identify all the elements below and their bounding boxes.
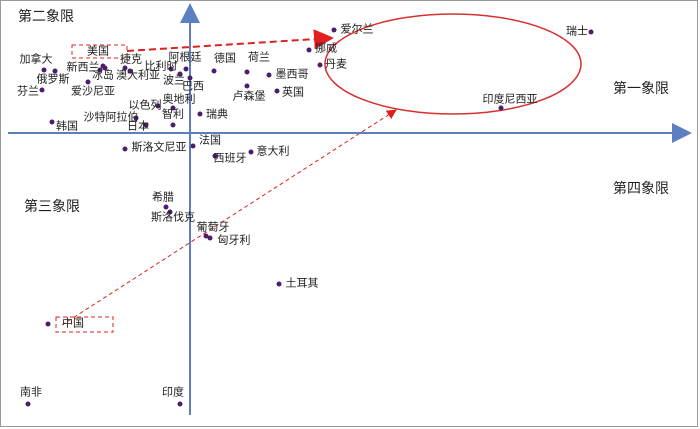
- point: [183, 66, 189, 72]
- point: [211, 68, 217, 74]
- point-label: 沙特阿拉伯: [84, 110, 139, 124]
- point-label: 美国: [87, 45, 109, 58]
- point: [207, 235, 213, 241]
- point-label: 波兰: [163, 74, 185, 87]
- point-label: 比利时: [145, 60, 178, 73]
- point-label: 意大利: [257, 144, 290, 158]
- point: [276, 281, 282, 287]
- point-label: 英国: [282, 85, 304, 99]
- point-label: 斯洛文尼亚: [132, 140, 187, 154]
- point-label: 爱尔兰: [341, 23, 374, 36]
- point: [168, 66, 174, 72]
- point-label: 澳大利亚: [116, 68, 160, 82]
- point-label: 中国: [62, 317, 84, 330]
- point: [85, 79, 91, 85]
- point: [52, 68, 58, 74]
- quadrant-label: 第一象限: [613, 80, 669, 97]
- point: [133, 115, 139, 121]
- point: [306, 47, 312, 53]
- point: [25, 401, 31, 407]
- point-label: 阿根廷: [169, 50, 202, 64]
- point-label: 以色列: [129, 98, 162, 112]
- point-label: 巴西: [182, 81, 204, 93]
- arrow: [126, 29, 334, 52]
- point-label: 希腊: [152, 190, 174, 204]
- point-label: 加拿大: [20, 52, 53, 66]
- point: [244, 83, 250, 89]
- point: [122, 65, 128, 71]
- point: [127, 68, 133, 74]
- point-label: 荷兰: [248, 51, 270, 64]
- highlight-ellipse: [324, 13, 582, 115]
- highlight-box: [55, 316, 114, 333]
- quadrant-label: 第四象限: [613, 180, 669, 197]
- point-label: 爱沙尼亚: [71, 85, 115, 98]
- point: [143, 122, 149, 128]
- point: [331, 27, 337, 33]
- point-label: 德国: [214, 51, 236, 65]
- point: [244, 69, 250, 75]
- point-label: 匈牙利: [218, 233, 251, 247]
- point-label: 丹麦: [325, 58, 347, 71]
- point: [203, 233, 209, 239]
- point: [177, 71, 183, 77]
- point: [190, 143, 196, 149]
- point-label: 法国: [199, 133, 221, 147]
- point-label: 印度尼西亚: [483, 92, 538, 106]
- point: [41, 67, 47, 73]
- point-label: 芬兰: [17, 85, 39, 98]
- point: [317, 62, 323, 68]
- point: [155, 103, 161, 109]
- point-label: 南非: [20, 386, 42, 399]
- quadrant-label: 第二象限: [18, 8, 74, 25]
- point-label: 印度: [162, 385, 184, 399]
- point-label: 斯洛伐克: [151, 210, 195, 224]
- point-label: 土耳其: [286, 277, 319, 290]
- point: [588, 29, 594, 35]
- point: [197, 111, 203, 117]
- quadrant-label: 第三象限: [24, 198, 80, 215]
- point: [49, 119, 55, 125]
- point-label: 捷克: [120, 52, 142, 66]
- point: [100, 63, 106, 69]
- point: [122, 146, 128, 152]
- point: [163, 204, 169, 210]
- point-label: 瑞士: [566, 24, 588, 38]
- point-label: 卢森堡: [233, 89, 266, 103]
- point-label: 西班牙: [214, 152, 247, 165]
- point-label: 韩国: [56, 119, 78, 133]
- point-label: 俄罗斯: [37, 73, 70, 86]
- point-label: 挪威: [315, 41, 337, 55]
- point-label: 冰岛: [92, 68, 114, 82]
- point: [170, 122, 176, 128]
- point: [167, 209, 173, 215]
- point-label: 智利: [162, 107, 184, 121]
- point: [39, 87, 45, 93]
- point: [97, 67, 103, 73]
- point-label: 奥地利: [163, 92, 196, 106]
- point: [170, 105, 176, 111]
- point-label: 瑞典: [206, 107, 228, 121]
- point-label: 墨西哥: [276, 68, 309, 81]
- point: [212, 153, 218, 159]
- point: [187, 75, 193, 81]
- point-label: 新西兰: [67, 60, 100, 74]
- point-label: 葡萄牙: [197, 221, 230, 234]
- point: [498, 105, 504, 111]
- point: [274, 88, 280, 94]
- point: [248, 149, 254, 155]
- point: [177, 401, 183, 407]
- point: [45, 321, 51, 327]
- arrow: [61, 109, 397, 326]
- point: [266, 72, 272, 78]
- highlight-box: [71, 44, 128, 59]
- point-label: 日本: [127, 119, 149, 133]
